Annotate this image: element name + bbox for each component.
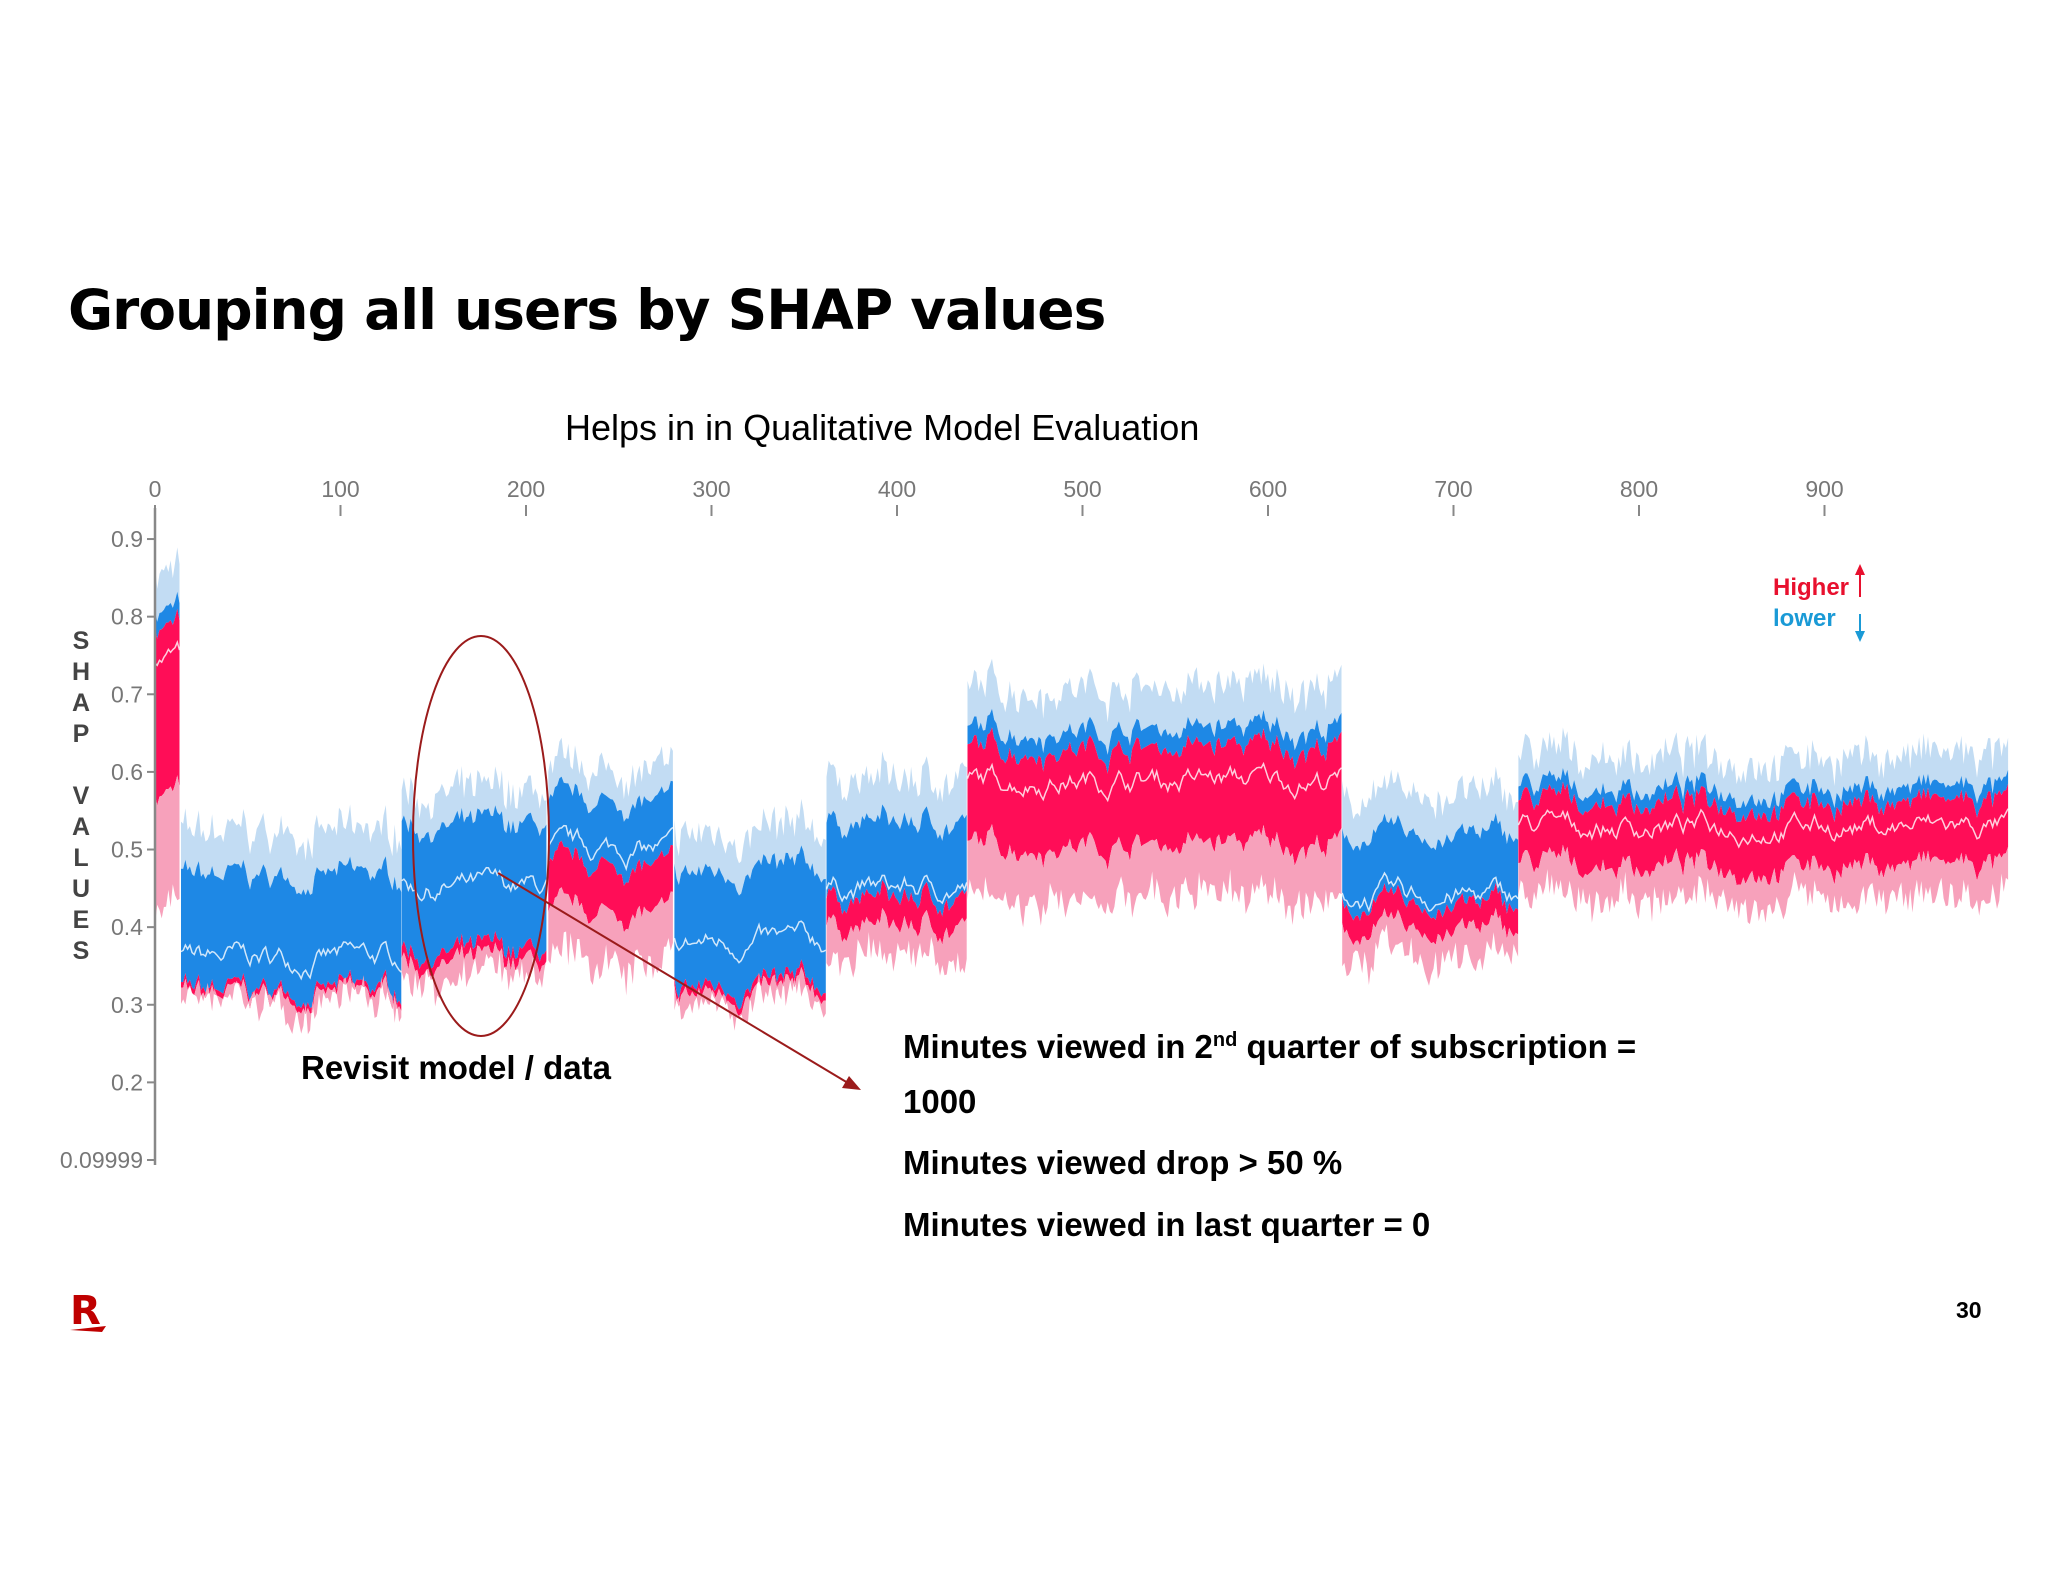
x-tick-label: 800 (1620, 476, 1658, 502)
svg-text:R: R (70, 1288, 101, 1334)
y-tick-label: 0.7 (111, 681, 143, 707)
chart-subtitle: Helps in in Qualitative Model Evaluation (565, 407, 1200, 448)
y-tick-label: 0.09999 (60, 1147, 143, 1173)
force-area-layer (1518, 781, 2009, 885)
note-line-2: 1000 (903, 1082, 977, 1120)
force-area-layer (826, 880, 967, 945)
slide-title: Grouping all users by SHAP values (68, 278, 1106, 342)
segment-8 (1517, 727, 2009, 925)
force-area-layer (155, 608, 180, 806)
segment-6 (966, 658, 1343, 928)
y-tick-label: 0.2 (111, 1069, 143, 1095)
lower-arrowhead-icon (1855, 631, 1865, 642)
higher-arrowhead-icon (1855, 564, 1865, 575)
output-value-line (154, 640, 181, 667)
chart-axes: 0 100 200 300 400 500 600 700 800 900 0.9 0.8 0.7 0.6… (60, 476, 1844, 1173)
force-area-layer (181, 856, 402, 1009)
revisit-ellipse (412, 635, 550, 1037)
x-tick-label: 700 (1434, 476, 1472, 502)
force-area-layer (401, 931, 547, 980)
rakuten-logo-icon: R (70, 1288, 106, 1334)
force-area-layer (1518, 767, 2009, 823)
force-area-layer (1518, 844, 2009, 925)
x-tick-label: 500 (1063, 476, 1101, 502)
force-area-layer (674, 959, 826, 1017)
legend-higher: Higher (1773, 574, 1850, 601)
note-line-4: Minutes viewed in last quarter = 0 (903, 1205, 1431, 1243)
force-area-layer (181, 969, 402, 1014)
force-area-layer (155, 775, 180, 925)
segment-1 (180, 804, 402, 1035)
output-value-line (401, 866, 548, 902)
force-area-layer (548, 776, 673, 886)
output-value-line (966, 761, 1343, 803)
force-area-layer (1518, 727, 2009, 809)
segment-2 (401, 765, 548, 1007)
x-tick-label: 900 (1805, 476, 1843, 502)
chart-areas (154, 547, 2009, 1035)
y-tick-label: 0.6 (111, 759, 143, 785)
force-area-layer (181, 804, 402, 896)
force-area-layer (826, 804, 967, 917)
output-value-line (673, 920, 827, 964)
force-area-layer (401, 805, 547, 969)
revisit-annotation: Revisit model / data (301, 1049, 611, 1086)
y-tick-label: 0.3 (111, 992, 143, 1018)
y-tick-label: 0.5 (111, 837, 143, 863)
force-area-layer (181, 975, 402, 1035)
segment-0 (154, 547, 181, 925)
x-tick-label: 300 (692, 476, 730, 502)
y-tick-label: 0.8 (111, 604, 143, 630)
note-line-1: Minutes viewed in 2nd quarter of subscri… (903, 1028, 1637, 1065)
force-area-layer (155, 591, 180, 639)
segment-3 (547, 737, 674, 996)
force-area-layer (967, 708, 1342, 774)
note-line-3: Minutes viewed drop > 50 % (903, 1144, 1343, 1181)
force-area-layer (1342, 766, 1519, 851)
x-tick-label: 0 (149, 476, 162, 502)
force-area-layer (1342, 882, 1519, 946)
legend-lower: lower (1773, 605, 1836, 632)
x-tick-label: 200 (507, 476, 545, 502)
force-area-layer (674, 798, 826, 896)
x-tick-label: 400 (878, 476, 916, 502)
segment-4 (673, 798, 827, 1031)
force-area-layer (674, 845, 826, 1010)
force-area-layer (674, 967, 826, 1031)
brand-logo: R (68, 1288, 112, 1341)
force-area-layer (967, 824, 1342, 928)
output-value-line (1341, 871, 1519, 913)
force-area-layer (826, 908, 967, 978)
page-number: 30 (1956, 1297, 1982, 1323)
output-value-line (1517, 808, 2009, 849)
output-value-line (180, 940, 402, 981)
output-value-line (825, 874, 968, 905)
x-tick-label: 600 (1249, 476, 1287, 502)
force-area-layer (826, 751, 967, 841)
annotation-arrowhead (842, 1076, 861, 1090)
force-area-layer (548, 737, 673, 822)
y-tick-label: 0.4 (111, 914, 143, 940)
y-tick-label: 0.9 (111, 526, 143, 552)
output-value-line (547, 824, 674, 872)
force-area-layer (967, 727, 1342, 871)
feature-notes: Minutes viewed in 2nd quarter of subscri… (903, 1019, 1636, 1265)
force-area-layer (967, 658, 1342, 755)
segment-5 (825, 751, 968, 978)
x-tick-label: 100 (321, 476, 359, 502)
segment-7 (1341, 766, 1519, 986)
force-area-layer (1342, 907, 1519, 986)
force-area-layer (401, 765, 547, 843)
force-area-layer (548, 840, 673, 933)
annotation-arrow-line (497, 872, 849, 1084)
force-area-layer (155, 547, 180, 622)
chart-annotations (412, 564, 1865, 1090)
